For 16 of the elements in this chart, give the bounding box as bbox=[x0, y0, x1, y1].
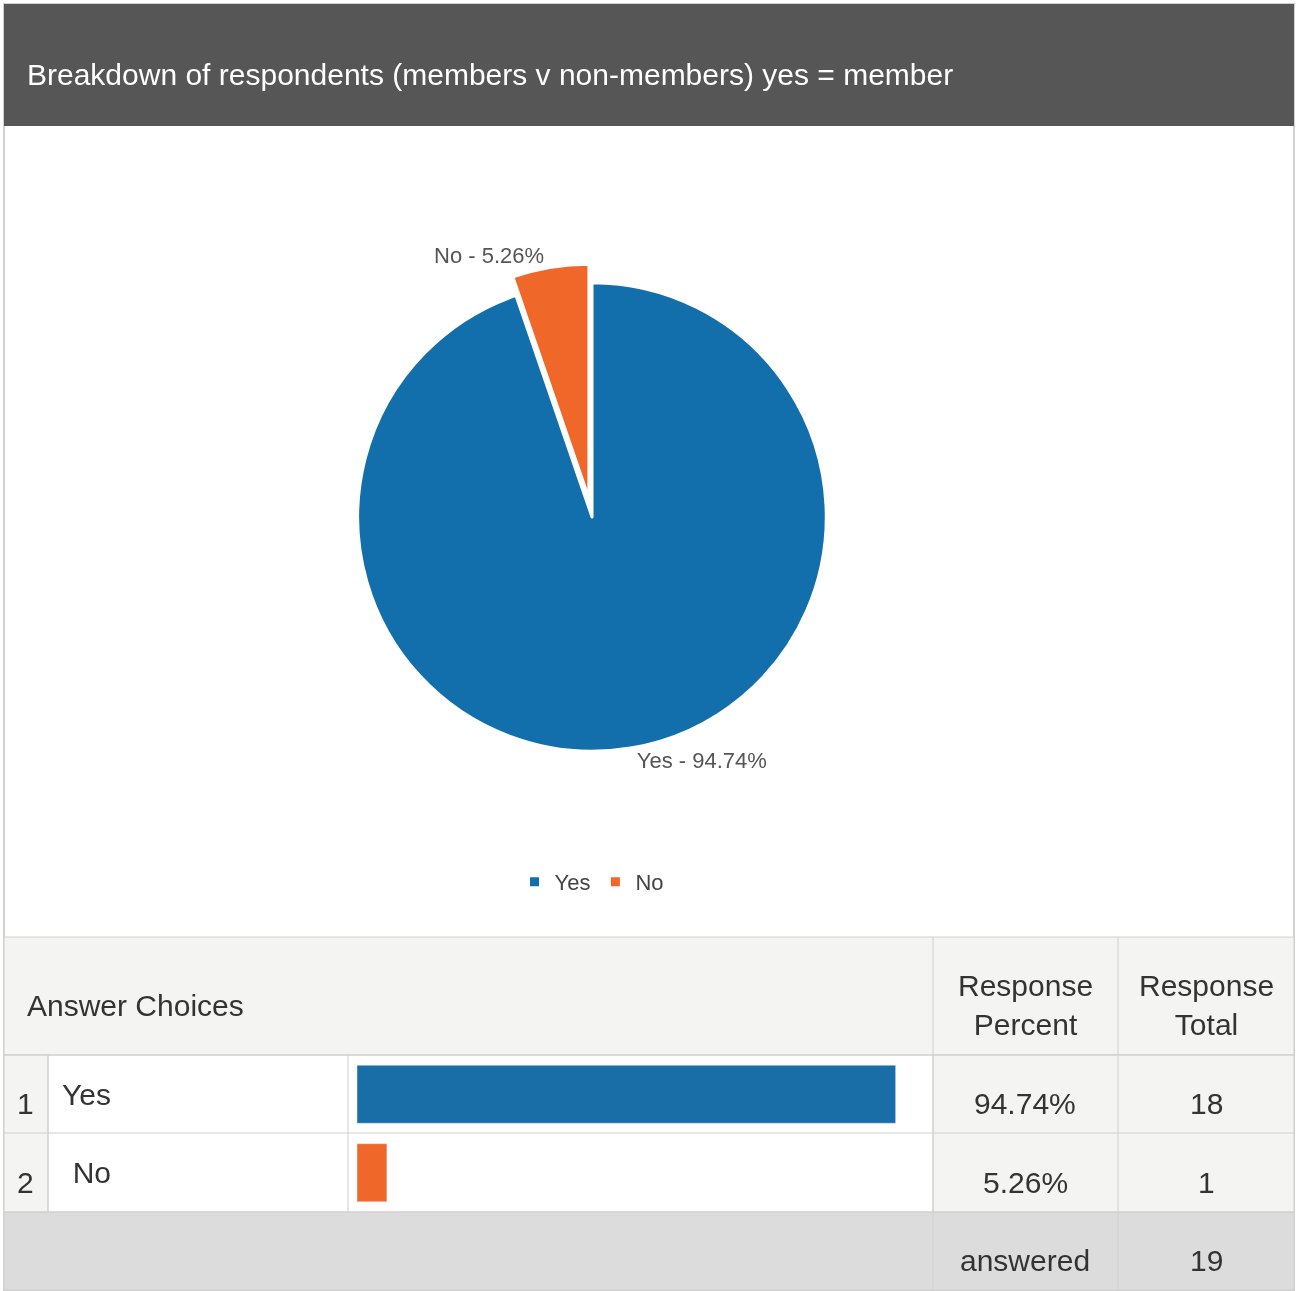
text: Answer Choices bbox=[27, 989, 244, 1022]
text: answered bbox=[960, 1244, 1091, 1277]
text: Response Total bbox=[1139, 969, 1275, 1041]
legend-label: No bbox=[635, 870, 664, 896]
legend-label: Yes bbox=[554, 870, 591, 896]
chart-title: Breakdown of respondents (members v non-members) yes = member bbox=[27, 58, 954, 91]
text: 1 bbox=[17, 1087, 34, 1120]
text: No - 5.26% bbox=[434, 242, 545, 268]
text: 19 bbox=[1190, 1244, 1224, 1277]
data-label: 5.26% bbox=[983, 1166, 1069, 1199]
text: Yes - 94.74% bbox=[636, 747, 767, 773]
text: 2 bbox=[17, 1166, 34, 1199]
text: Response Percent bbox=[958, 969, 1094, 1041]
text: 1 bbox=[1198, 1166, 1215, 1199]
text: 18 bbox=[1190, 1087, 1224, 1120]
data-label: 94.74% bbox=[974, 1087, 1076, 1120]
